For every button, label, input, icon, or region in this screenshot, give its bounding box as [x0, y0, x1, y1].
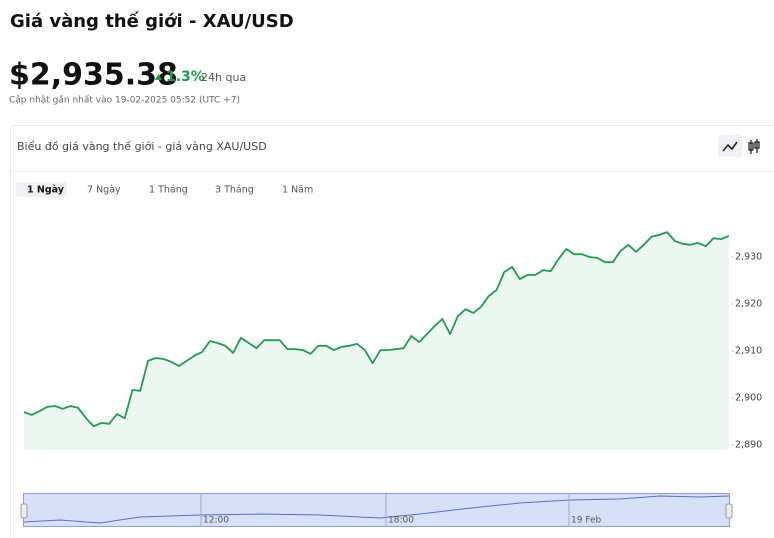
tab[interactable]: 1 Ngày	[27, 185, 65, 196]
candle-view-button[interactable]	[748, 139, 760, 154]
up-arrow	[155, 74, 162, 80]
change: 1.3%	[166, 69, 205, 85]
navigator-handle-left[interactable]	[20, 503, 28, 519]
line-icon	[722, 141, 738, 152]
tab[interactable]: 7 Ngày	[87, 185, 121, 196]
price: $2,935.38	[9, 58, 178, 93]
navigator-label: 12:00	[203, 516, 229, 526]
y-tick-label: 2,910	[735, 346, 762, 357]
y-tick-label: 2,930	[735, 252, 762, 263]
tab[interactable]: 1 Tháng	[149, 185, 188, 196]
y-tick-label: 2,890	[735, 440, 762, 451]
navigator-label: 18:00	[388, 516, 414, 526]
updated: Cập nhật gần nhất vào 19-02-2025 05:52 (…	[9, 95, 240, 106]
tab[interactable]: 3 Tháng	[215, 185, 254, 196]
price-line	[23, 231, 730, 428]
area	[24, 232, 729, 450]
navigator-label: 19 Feb	[571, 516, 602, 526]
chart-panel	[10, 125, 774, 538]
panel-title: Biểu đồ giá vàng thế giới - giá vàng XAU…	[17, 140, 267, 153]
page-title: Giá vàng thế giới - XAU/USD	[10, 11, 294, 32]
change-period: 24h qua	[201, 71, 246, 84]
active-tab-bg	[16, 182, 67, 197]
y-tick-label: 2,900	[735, 393, 762, 404]
tab[interactable]: 1 Năm	[282, 185, 313, 196]
navigator-handle-right[interactable]	[725, 503, 733, 519]
navigator-line	[23, 495, 730, 524]
y-tick-label: 2,920	[735, 299, 762, 310]
